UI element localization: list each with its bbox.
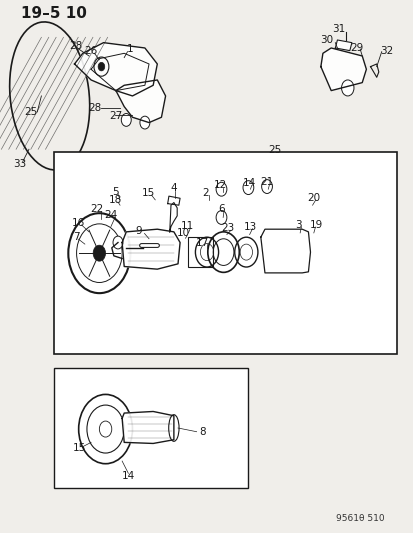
Text: 4: 4 [170, 183, 177, 192]
Circle shape [98, 62, 104, 71]
Text: 23: 23 [221, 223, 234, 232]
Text: 20: 20 [306, 193, 319, 203]
Text: 16: 16 [72, 218, 85, 228]
Circle shape [113, 236, 123, 249]
Text: 14: 14 [121, 471, 135, 481]
Text: 19: 19 [309, 220, 323, 230]
Text: 28: 28 [69, 42, 82, 51]
Bar [188, 237, 213, 266]
Text: 27: 27 [109, 111, 122, 120]
Circle shape [99, 421, 112, 437]
Polygon shape [169, 203, 177, 232]
Circle shape [341, 80, 353, 96]
Text: 21: 21 [260, 177, 273, 187]
Ellipse shape [169, 415, 178, 441]
Circle shape [242, 181, 253, 195]
Circle shape [121, 114, 131, 126]
Text: 15: 15 [73, 443, 86, 453]
Text: 28: 28 [88, 103, 102, 113]
Text: 17: 17 [195, 238, 208, 247]
Polygon shape [74, 43, 157, 96]
Text: 31: 31 [331, 25, 344, 34]
Polygon shape [122, 229, 180, 269]
Text: 12: 12 [213, 181, 226, 190]
Text: 30: 30 [320, 35, 333, 45]
Bar [54, 368, 248, 488]
Text: 11: 11 [180, 221, 193, 231]
Polygon shape [116, 80, 165, 123]
Circle shape [140, 116, 150, 129]
Text: 19–5 10: 19–5 10 [21, 6, 86, 21]
Polygon shape [122, 411, 173, 443]
Text: 15: 15 [141, 188, 154, 198]
Text: 13: 13 [243, 222, 256, 231]
Text: 29: 29 [349, 43, 363, 53]
Bar [54, 152, 396, 354]
Text: 22: 22 [90, 204, 104, 214]
Polygon shape [320, 48, 366, 91]
Text: 3: 3 [294, 220, 301, 230]
Text: 9: 9 [135, 227, 142, 236]
Polygon shape [260, 229, 310, 273]
Text: 24: 24 [104, 211, 117, 220]
Text: 32: 32 [380, 46, 393, 55]
Text: 10: 10 [176, 229, 189, 238]
Text: 33: 33 [13, 159, 26, 168]
Polygon shape [335, 40, 351, 51]
Text: 9561θ 510: 9561θ 510 [335, 514, 384, 522]
Text: 6: 6 [218, 204, 224, 214]
Text: 26: 26 [84, 46, 97, 55]
Text: 7: 7 [73, 232, 80, 242]
Text: 1: 1 [127, 44, 133, 54]
Text: 18: 18 [108, 195, 121, 205]
Circle shape [261, 180, 272, 193]
Text: 5: 5 [112, 187, 118, 197]
Text: 2: 2 [202, 188, 209, 198]
Circle shape [93, 245, 105, 261]
Text: 25: 25 [24, 107, 38, 117]
Text: 14: 14 [242, 179, 255, 188]
Circle shape [216, 211, 226, 224]
Text: 25: 25 [268, 146, 281, 155]
Text: 8: 8 [199, 427, 206, 437]
Polygon shape [167, 196, 180, 205]
Circle shape [216, 182, 226, 196]
